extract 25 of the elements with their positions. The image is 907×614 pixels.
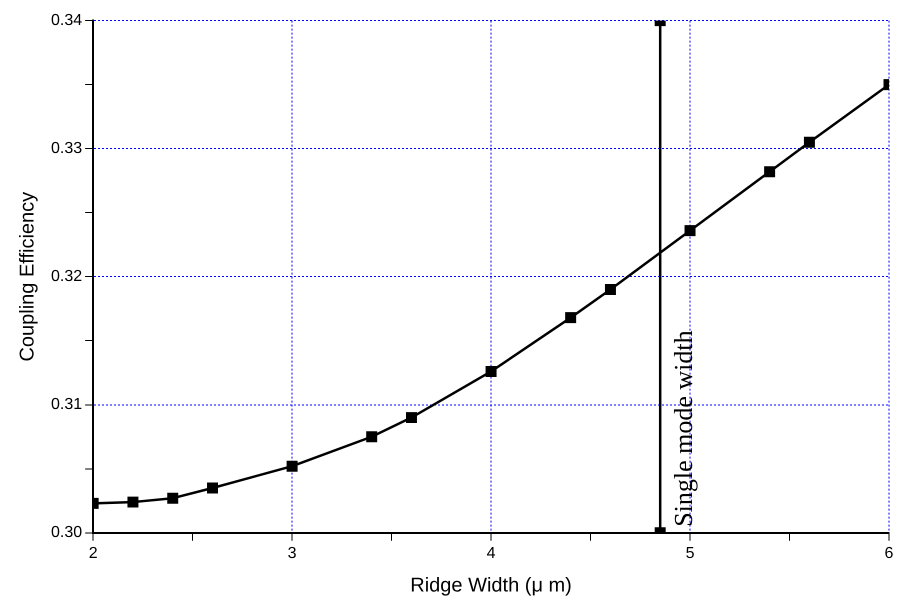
point bbox=[604, 284, 616, 295]
point bbox=[127, 496, 138, 508]
point bbox=[804, 136, 815, 148]
y-axis-title: Coupling Efficiency bbox=[16, 192, 39, 362]
x-tick-label: 2 bbox=[88, 544, 98, 562]
point bbox=[764, 166, 776, 178]
x-tick-label: 6 bbox=[884, 544, 894, 562]
annotation: Single mode width bbox=[669, 330, 698, 527]
point bbox=[684, 225, 696, 236]
point bbox=[286, 460, 298, 472]
point bbox=[486, 366, 497, 377]
point bbox=[565, 312, 576, 324]
point bbox=[366, 431, 378, 442]
x-tick-label: 5 bbox=[686, 544, 695, 562]
y-tick-label: 0.33 bbox=[51, 140, 82, 158]
x-tick-label: 3 bbox=[288, 544, 297, 562]
point bbox=[207, 482, 218, 494]
point bbox=[406, 412, 417, 424]
y-tick-label: 0.30 bbox=[51, 524, 82, 542]
y-tick-label: 0.32 bbox=[51, 268, 82, 286]
y-tick-label: 0.31 bbox=[51, 396, 82, 414]
point bbox=[167, 492, 178, 504]
x-axis-title: Ridge Width (μ m) bbox=[410, 574, 572, 597]
y-tick-label: 0.34 bbox=[51, 12, 82, 30]
x-tick-label: 4 bbox=[486, 544, 496, 562]
